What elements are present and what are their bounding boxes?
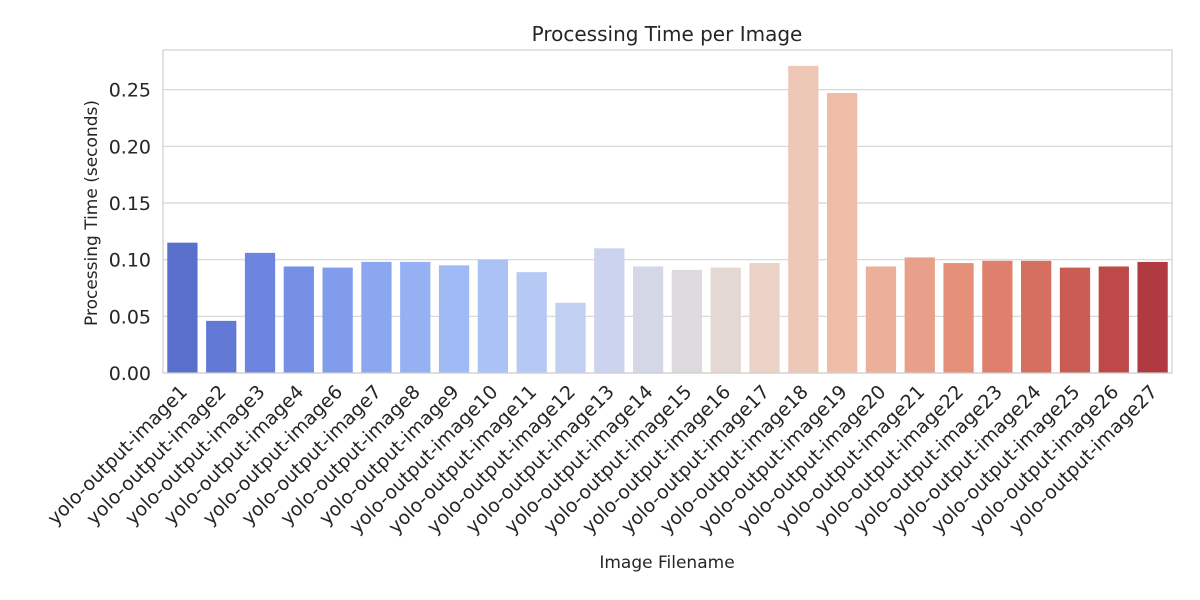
bar [749, 263, 780, 373]
bar [516, 272, 547, 373]
bar [1098, 266, 1129, 373]
x-axis-label: Image Filename [599, 553, 734, 573]
bar [283, 266, 314, 373]
bar [943, 263, 974, 373]
bar [671, 269, 703, 373]
y-axis-ticks: 0.00 0.05 0.10 0.15 0.20 0.25 [109, 80, 151, 385]
bar [632, 266, 664, 373]
bar [594, 248, 625, 373]
bar [788, 65, 819, 373]
y-tick-label: 0.15 [109, 193, 151, 215]
bar [865, 266, 897, 373]
bar [322, 267, 353, 373]
bar [438, 265, 470, 373]
bar [206, 320, 237, 373]
y-tick-label: 0.10 [109, 250, 151, 272]
bar [167, 242, 198, 373]
chart-title: Processing Time per Image [532, 22, 803, 46]
y-tick-label: 0.20 [109, 136, 151, 158]
plot-frame [162, 49, 1173, 374]
bars [167, 65, 1168, 374]
y-tick-label: 0.25 [109, 80, 151, 102]
bar [904, 257, 935, 373]
y-axis-label: Processing Time (seconds) [82, 100, 102, 326]
bar [244, 252, 276, 373]
bar [826, 93, 858, 374]
bar [1059, 267, 1091, 373]
bar [361, 261, 392, 373]
y-tick-label: 0.05 [109, 306, 151, 328]
bar [1021, 260, 1052, 373]
bar [400, 261, 431, 373]
bar [982, 260, 1013, 373]
bar [477, 259, 509, 373]
bar [555, 302, 586, 373]
y-tick-label: 0.00 [109, 363, 151, 385]
bar [1137, 261, 1168, 373]
bar [710, 267, 741, 373]
grid-lines [163, 89, 1172, 374]
x-axis-ticks: yolo-output-image1yolo-output-image2yolo… [43, 381, 1162, 538]
